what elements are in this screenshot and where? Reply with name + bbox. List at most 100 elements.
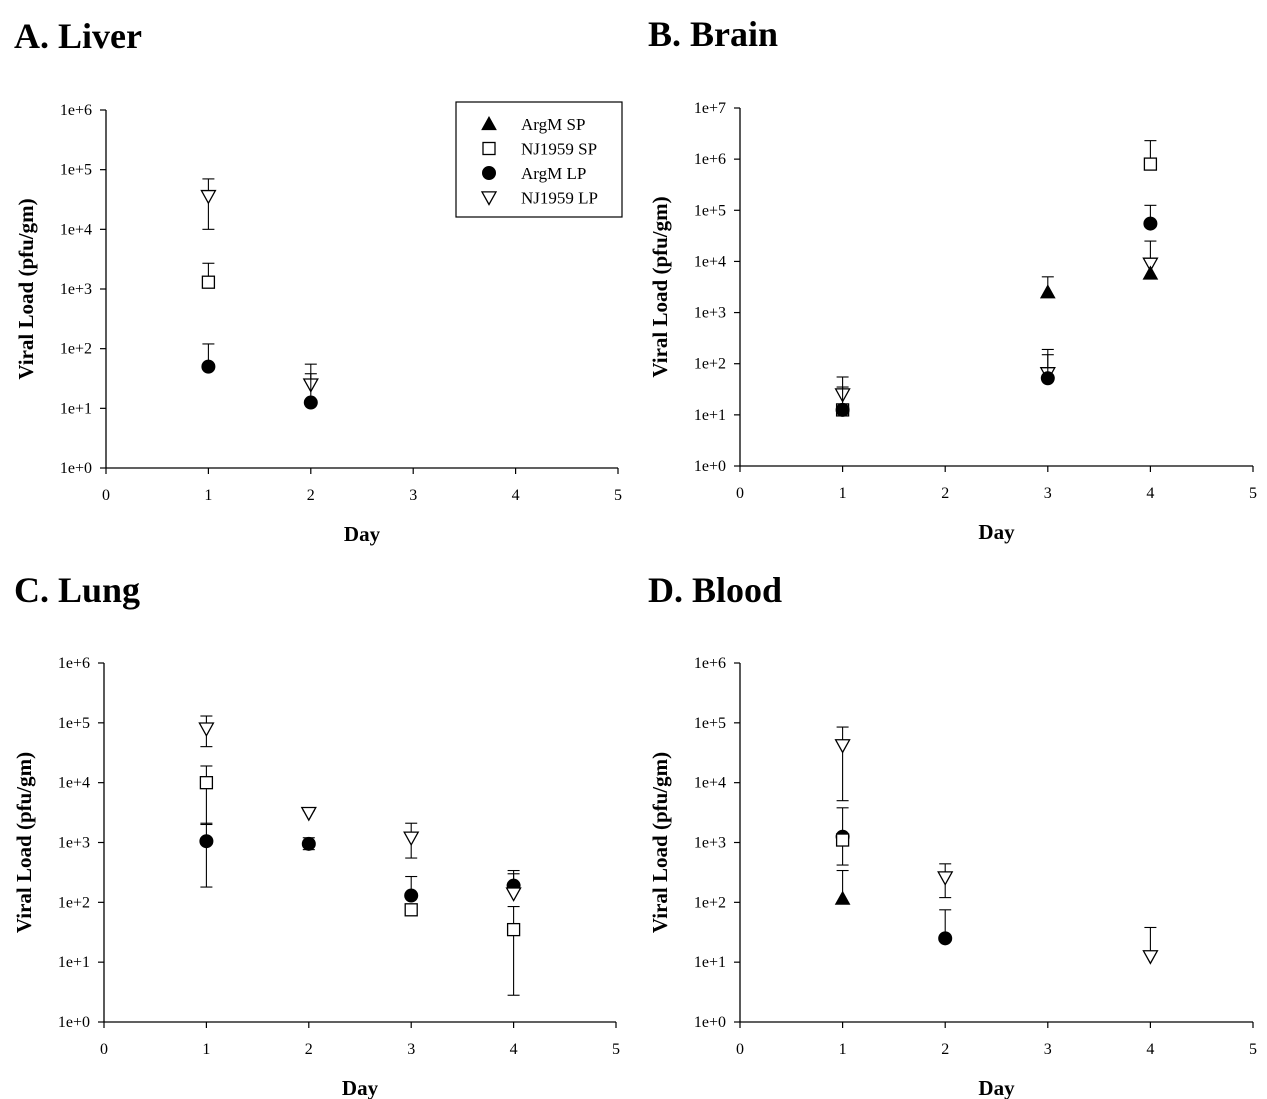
- x-tick-label: 3: [1044, 485, 1052, 502]
- legend-marker-argm-sp: [481, 115, 497, 131]
- y-tick-label: 1e+6: [694, 655, 726, 672]
- y-tick-label: 1e+3: [60, 281, 92, 298]
- legend-label: ArgM SP: [521, 115, 585, 134]
- x-axis-label: Day: [978, 520, 1015, 544]
- data-point-nj1959-lp: [300, 806, 317, 822]
- data-point-nj1959-sp: [835, 833, 850, 847]
- y-tick-label: 1e+3: [58, 835, 90, 852]
- legend-box: [455, 101, 623, 218]
- y-tick-label: 1e+2: [58, 894, 90, 911]
- x-tick-label: 1: [202, 1041, 210, 1058]
- data-point-argm-lp: [199, 834, 214, 849]
- y-tick-label: 1e+5: [694, 202, 726, 219]
- data-point-nj1959-lp: [1142, 950, 1159, 965]
- data-point-argm-sp: [1039, 284, 1056, 299]
- y-tick-label: 1e+3: [694, 305, 726, 322]
- y-tick-label: 1e+1: [694, 407, 726, 424]
- x-axis-label: Day: [978, 1076, 1015, 1099]
- x-tick-label: 3: [409, 487, 417, 504]
- x-tick-label: 3: [1044, 1041, 1052, 1058]
- x-tick-label: 2: [941, 1041, 949, 1058]
- x-tick-label: 2: [307, 487, 315, 504]
- y-tick-label: 1e+1: [60, 400, 92, 417]
- panel-title: B. Brain: [648, 14, 778, 54]
- y-tick-label: 1e+4: [694, 253, 726, 270]
- y-tick-label: 1e+0: [694, 1014, 726, 1031]
- data-point-argm-sp: [834, 890, 851, 905]
- data-point-nj1959-lp: [937, 871, 954, 886]
- data-point-nj1959-sp: [506, 922, 521, 937]
- x-tick-label: 5: [612, 1041, 620, 1058]
- x-tick-label: 5: [1249, 1041, 1257, 1058]
- y-tick-label: 1e+4: [60, 221, 92, 238]
- x-tick-label: 2: [941, 485, 949, 502]
- panel-title: A. Liver: [14, 16, 142, 56]
- x-tick-label: 1: [204, 487, 212, 504]
- legend: ArgM SP NJ1959 SP ArgM LP NJ1959 LP: [455, 101, 623, 218]
- x-tick-label: 4: [512, 487, 520, 504]
- y-tick-label: 1e+4: [694, 775, 726, 792]
- legend-label: NJ1959 SP: [521, 140, 597, 159]
- y-tick-label: 1e+4: [58, 775, 90, 792]
- x-axis-label: Day: [344, 522, 381, 546]
- data-point-argm-lp: [1040, 371, 1055, 386]
- y-axis-label: Viral Load (pfu/gm): [14, 198, 38, 379]
- y-axis-label: Viral Load (pfu/gm): [12, 752, 36, 933]
- data-point-nj1959-lp: [200, 189, 217, 205]
- data-point-argm-lp: [835, 402, 850, 417]
- x-tick-label: 5: [1249, 485, 1257, 502]
- x-tick-label: 2: [305, 1041, 313, 1058]
- panel-title: C. Lung: [14, 570, 140, 610]
- data-point-nj1959-lp: [1142, 257, 1159, 273]
- y-tick-label: 1e+3: [694, 835, 726, 852]
- data-point-nj1959-sp: [1143, 157, 1158, 171]
- y-tick-label: 1e+7: [694, 100, 726, 117]
- data-point-nj1959-sp: [404, 903, 418, 917]
- y-tick-label: 1e+1: [694, 954, 726, 971]
- data-point-nj1959-lp: [198, 722, 215, 737]
- panel-a: A. Liver 1e+0 1e+1 1e+2 1e+3 1e+4 1e+5 1e+6 0 1 2 3…: [14, 16, 622, 546]
- data-point-nj1959-lp: [403, 831, 420, 847]
- data-point-argm-sp: [1142, 265, 1159, 280]
- y-tick-label: 1e+5: [60, 162, 92, 179]
- x-tick-label: 5: [614, 487, 622, 504]
- legend-marker-argm-lp: [482, 166, 496, 180]
- y-tick-label: 1e+0: [694, 458, 726, 475]
- x-tick-label: 4: [1146, 485, 1154, 502]
- x-tick-label: 0: [100, 1041, 108, 1058]
- panel-b: B. Brain 1e+0 1e+1 1e+2 1e+3 1e+4 1e+5 1e+6 1e+7…: [648, 14, 1257, 544]
- legend-marker-nj1959-lp: [480, 191, 498, 206]
- data-point-nj1959-sp: [201, 275, 216, 289]
- y-axis-label: Viral Load (pfu/gm): [648, 752, 672, 933]
- y-tick-label: 1e+1: [58, 954, 90, 971]
- x-tick-label: 4: [510, 1041, 518, 1058]
- data-point-argm-lp: [1143, 216, 1158, 231]
- legend-marker-nj1959-sp: [482, 141, 496, 156]
- y-tick-label: 1e+6: [60, 102, 92, 119]
- data-point-argm-lp: [404, 888, 419, 903]
- panel-c: C. Lung 1e+0 1e+1 1e+2 1e+3 1e+4 1e+5 1e+6 0 1 2 3 4…: [12, 570, 620, 1099]
- y-tick-label: 1e+0: [60, 460, 92, 477]
- y-tick-label: 1e+2: [60, 341, 92, 358]
- y-tick-label: 1e+2: [694, 356, 726, 373]
- data-point-nj1959-lp: [505, 887, 522, 902]
- x-tick-label: 1: [839, 1041, 847, 1058]
- x-tick-label: 0: [102, 487, 110, 504]
- y-tick-label: 1e+6: [58, 655, 90, 672]
- panel-d: D. Blood 1e+0 1e+1 1e+2 1e+3 1e+4 1e+5 1e+6 0 1 2 3…: [648, 570, 1257, 1099]
- y-tick-label: 1e+2: [694, 894, 726, 911]
- data-point-nj1959-sp: [199, 776, 214, 790]
- x-axis-label: Day: [342, 1076, 379, 1099]
- panel-title: D. Blood: [648, 570, 782, 610]
- x-tick-label: 4: [1146, 1041, 1154, 1058]
- y-tick-label: 1e+5: [694, 715, 726, 732]
- x-tick-label: 0: [736, 1041, 744, 1058]
- y-tick-label: 1e+6: [694, 151, 726, 168]
- y-tick-label: 1e+0: [58, 1014, 90, 1031]
- data-point-argm-lp: [303, 395, 318, 410]
- x-tick-label: 1: [839, 485, 847, 502]
- legend-label: ArgM LP: [521, 164, 586, 183]
- x-tick-label: 0: [736, 485, 744, 502]
- x-tick-label: 3: [407, 1041, 415, 1058]
